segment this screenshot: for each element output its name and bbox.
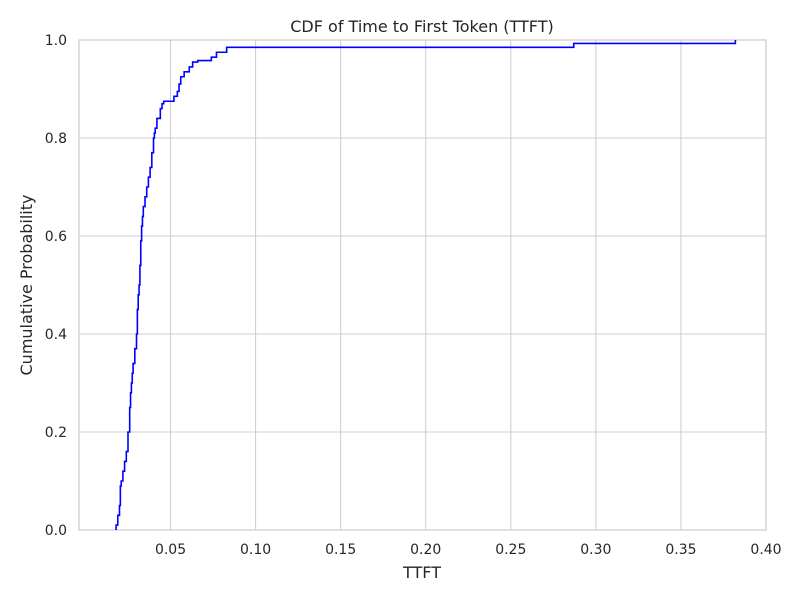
x-tick-label: 0.05 [155,542,186,558]
x-tick-label: 0.40 [750,542,781,558]
plot-frame [78,39,767,531]
x-tick-label: 0.35 [665,542,696,558]
y-tick-label: 0.0 [45,523,67,539]
y-tick-label: 0.2 [45,425,67,441]
y-tick-label: 1.0 [45,33,67,49]
x-tick-label: 0.15 [325,542,356,558]
x-tick-label: 0.20 [410,542,441,558]
y-tick-label: 0.4 [45,327,67,343]
y-tick-label: 0.8 [45,131,67,147]
x-tick-label: 0.25 [495,542,526,558]
y-axis-label: Cumulative Probability [17,195,36,376]
y-ticks: 0.0 0.2 0.4 0.6 0.8 1.0 [45,33,67,539]
cdf-line [115,40,737,530]
y-tick-label: 0.6 [45,229,67,245]
x-axis-label: TTFT [402,563,441,582]
x-tick-label: 0.30 [580,542,611,558]
x-ticks: 0.05 0.10 0.15 0.20 0.25 0.30 0.35 0.40 [155,542,782,558]
plot-area [79,40,766,530]
x-tick-label: 0.10 [240,542,271,558]
chart-title: CDF of Time to First Token (TTFT) [290,17,554,36]
